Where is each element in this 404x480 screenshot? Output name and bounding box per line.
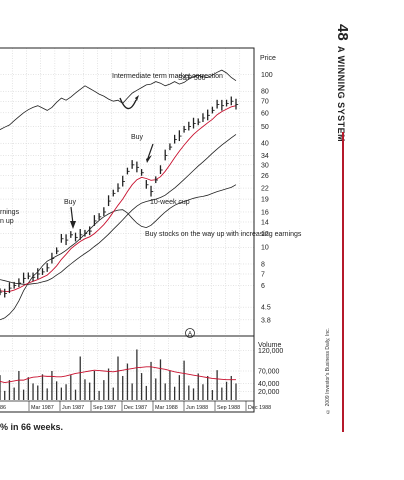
annotation-cut-2: n up bbox=[0, 218, 14, 225]
price-tick-label: 6 bbox=[261, 283, 265, 290]
price-tick-label: 70 bbox=[261, 99, 269, 106]
volume-axis-title: Volume bbox=[258, 342, 281, 349]
date-tick-label: Jun 1988 bbox=[186, 405, 208, 411]
annotation-buy-1: Buy bbox=[131, 134, 144, 141]
volume-bars bbox=[0, 349, 237, 400]
page-number: 48 bbox=[334, 24, 351, 41]
volume-tick-label: 70,000 bbox=[258, 369, 280, 376]
volume-grid bbox=[0, 350, 254, 392]
price-tick-label: 30 bbox=[261, 162, 269, 169]
chart-grid bbox=[0, 48, 255, 401]
price-bars bbox=[0, 96, 239, 298]
date-tick-label: Mar 1988 bbox=[155, 405, 178, 411]
volume-average-line bbox=[0, 366, 236, 384]
annotation-buy-2: Buy bbox=[64, 199, 77, 206]
date-tick-label: Jun 1987 bbox=[62, 405, 84, 411]
date-tick-label: 86 bbox=[0, 405, 6, 411]
annotation-cut-1: rnings bbox=[0, 209, 20, 216]
annotation-correction: Intermediate term market correction bbox=[112, 73, 223, 80]
annotation-increasing-earnings: Buy stocks on the way up with increasing… bbox=[145, 231, 302, 238]
price-axis: 100 80 70 60 50 40 34 30 26 22 19 16 14 12 10 8 7 6 4.5 3.8 bbox=[261, 72, 273, 324]
price-tick-label: 3.8 bbox=[261, 317, 271, 324]
page-rule bbox=[342, 132, 344, 432]
buy-arrowhead-1 bbox=[146, 155, 152, 163]
date-tick-label: Sep 1987 bbox=[93, 405, 116, 411]
long-moving-average-line bbox=[0, 134, 237, 285]
volume-tick-label: 40,000 bbox=[258, 381, 280, 388]
figure-caption: % in 66 weeks. bbox=[0, 422, 64, 432]
price-tick-label: 7 bbox=[261, 271, 265, 278]
price-tick-label: 22 bbox=[261, 186, 269, 193]
price-tick-label: 12 bbox=[261, 231, 269, 238]
annotation-cup: 10-week cup bbox=[150, 199, 190, 206]
price-axis-title: Price bbox=[260, 55, 276, 62]
price-tick-label: 40 bbox=[261, 141, 269, 148]
date-axis: 86 Mar 1987 Jun 1987 Sep 1987 Dec 1987 Mar 19… bbox=[0, 401, 271, 411]
price-tick-label: 10 bbox=[261, 245, 269, 252]
correction-arrowhead bbox=[135, 95, 139, 101]
price-tick-label: 4.5 bbox=[261, 305, 271, 312]
price-tick-label: 60 bbox=[261, 110, 269, 117]
price-tick-label: 80 bbox=[261, 89, 269, 96]
price-tick-label: 16 bbox=[261, 209, 269, 216]
buy-arrow-1 bbox=[147, 143, 154, 159]
price-tick-label: 50 bbox=[261, 124, 269, 131]
volume-tick-label: 120,000 bbox=[258, 348, 283, 355]
date-tick-label: Dec 1987 bbox=[124, 405, 147, 411]
chart-frame bbox=[0, 47, 255, 413]
price-tick-label: 100 bbox=[261, 72, 273, 79]
date-tick-label: Sep 1988 bbox=[217, 405, 240, 411]
volume-tick-label: 20,000 bbox=[258, 389, 280, 396]
buy-arrowhead-2 bbox=[70, 221, 76, 229]
price-tick-label: 19 bbox=[261, 197, 269, 204]
relative-strength-line bbox=[0, 184, 237, 321]
annotation-sp500: S&P 500 bbox=[178, 75, 206, 82]
running-head: A WINNING SYSTEM bbox=[336, 46, 346, 143]
series-lines bbox=[0, 69, 237, 321]
marker-label: A bbox=[188, 332, 192, 338]
marker-circle bbox=[185, 328, 195, 338]
correction-arc bbox=[119, 97, 137, 110]
date-tick-label: Dec 1988 bbox=[248, 405, 271, 411]
price-tick-label: 34 bbox=[261, 153, 269, 160]
price-tick-label: 26 bbox=[261, 173, 269, 180]
price-tick-label: 14 bbox=[261, 219, 269, 226]
price-tick-label: 8 bbox=[261, 261, 265, 268]
date-tick-label: Mar 1987 bbox=[31, 405, 54, 411]
moving-average-line bbox=[0, 105, 237, 292]
sp500-line bbox=[0, 69, 237, 130]
